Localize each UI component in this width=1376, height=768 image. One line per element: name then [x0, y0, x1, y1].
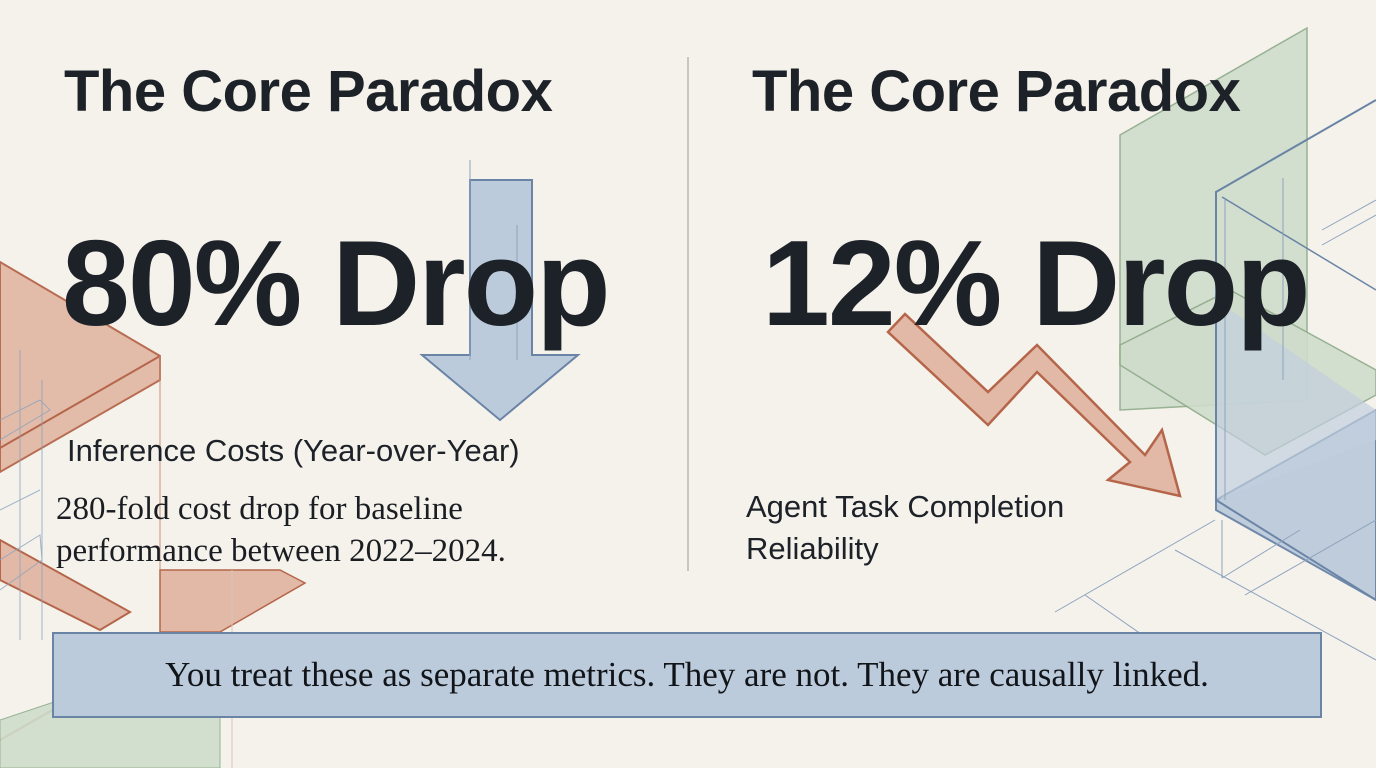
left-description-line-1: 280-fold cost drop for baseline — [56, 491, 463, 527]
banner-text: You treat these as separate metrics. The… — [165, 655, 1209, 694]
left-description-line-2: performance between 2022–2024. — [56, 533, 506, 569]
conclusion-banner: You treat these as separate metrics. The… — [52, 632, 1322, 718]
blue-box-shape — [1215, 99, 1376, 602]
dimension-lines-shape — [1054, 519, 1376, 711]
right-subtitle-line-1: Agent Task Completion — [746, 489, 1065, 524]
left-title: The Core Paradox — [64, 59, 553, 124]
down-arrow-icon — [419, 160, 581, 422]
right-subtitle-line-2: Reliability — [746, 531, 879, 566]
left-subtitle: Inference Costs (Year-over-Year) — [67, 433, 520, 468]
zigzag-down-arrow-icon — [886, 312, 1182, 498]
right-subtitle: Agent Task Completion Reliability — [746, 486, 1064, 570]
left-headline: 80% Drop — [62, 215, 611, 351]
right-title: The Core Paradox — [752, 59, 1241, 124]
blue-wireframe-shape — [0, 350, 51, 640]
panel-divider — [687, 57, 689, 571]
right-headline: 12% Drop — [762, 215, 1311, 351]
left-description: 280-fold cost drop for baseline performa… — [56, 488, 506, 572]
